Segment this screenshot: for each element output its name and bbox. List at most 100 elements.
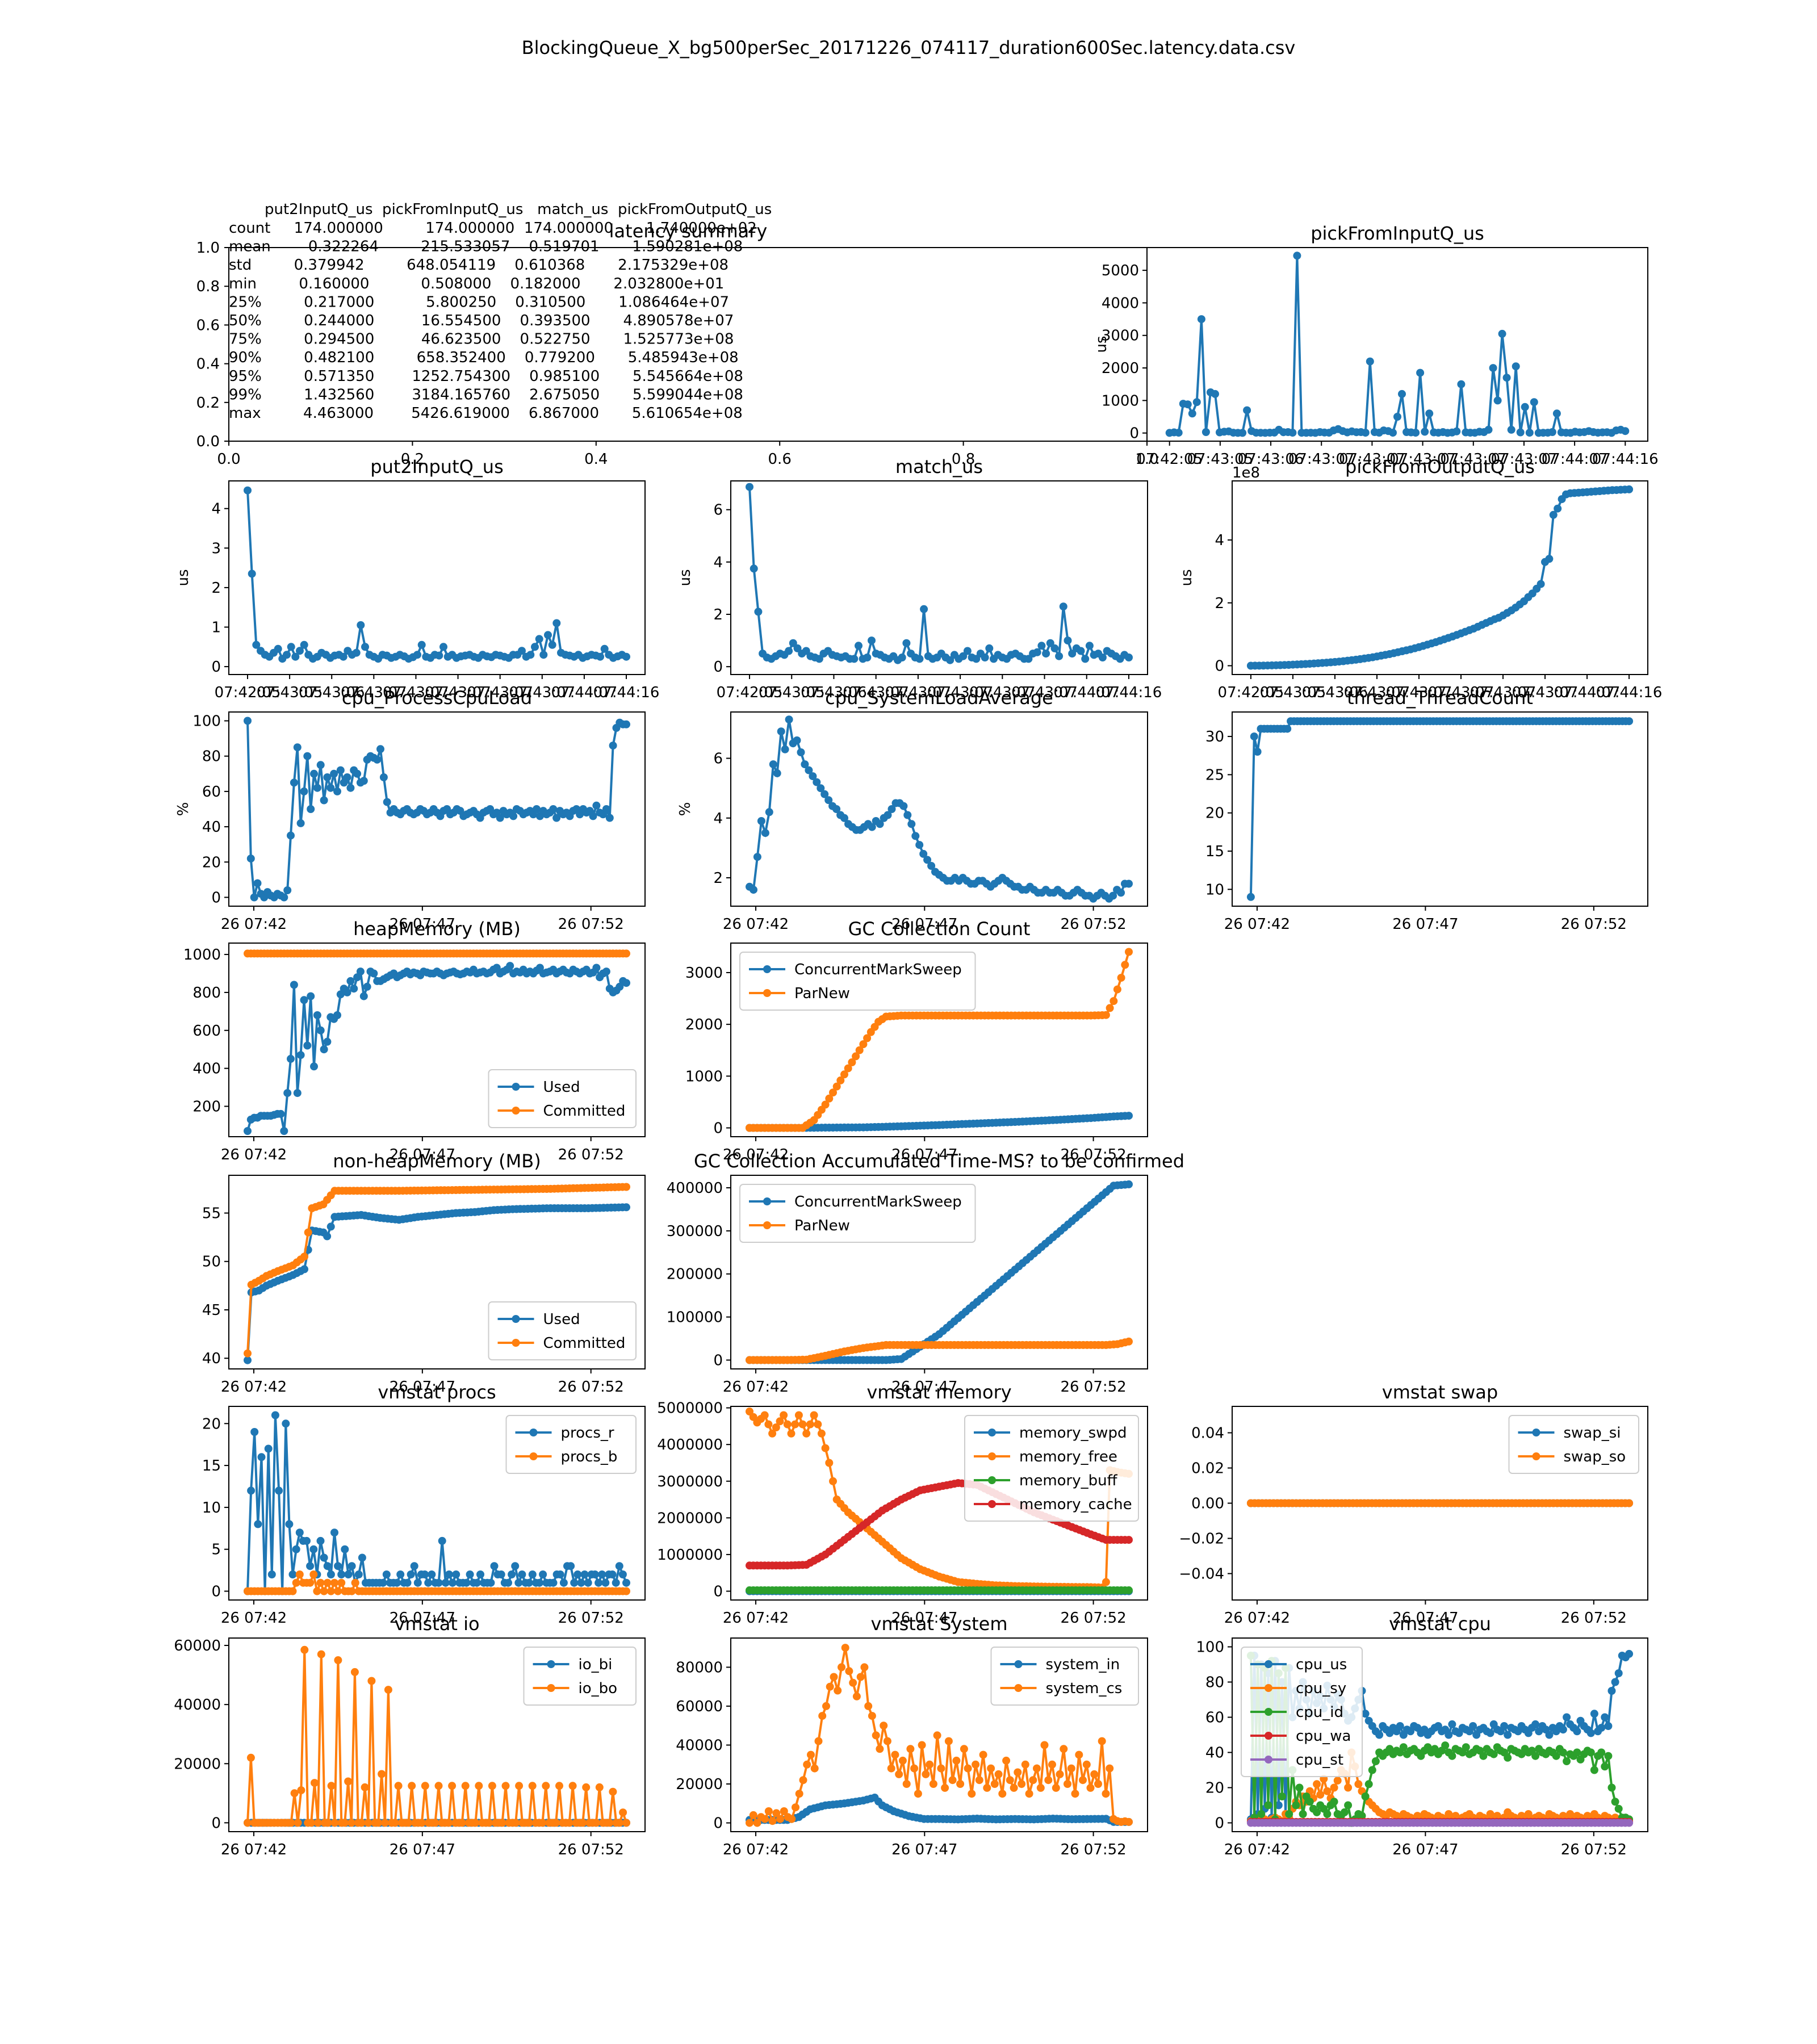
data-point bbox=[787, 1429, 796, 1438]
x-tick-label: 26 07:47 bbox=[1392, 916, 1458, 933]
data-point bbox=[1313, 1808, 1321, 1816]
data-point bbox=[821, 1100, 830, 1109]
data-point bbox=[244, 717, 252, 725]
data-point bbox=[1044, 1776, 1053, 1785]
y-tick-label: 45 bbox=[202, 1302, 221, 1319]
data-point bbox=[765, 808, 773, 816]
chart-title: GC Collection Accumulated Time-MS? to be… bbox=[694, 1150, 1184, 1172]
data-point bbox=[592, 964, 601, 972]
x-tick-label: 07:43:05 bbox=[257, 684, 323, 701]
y-tick-label: 40000 bbox=[676, 1737, 723, 1754]
data-point bbox=[1110, 997, 1118, 1006]
series-io_bo bbox=[244, 1645, 630, 1827]
series-cpuLoadAvg bbox=[746, 715, 1133, 903]
data-point bbox=[1525, 429, 1534, 437]
data-point bbox=[248, 569, 256, 578]
data-point bbox=[449, 1578, 457, 1587]
summary-x-tick-label: 0.6 bbox=[768, 451, 792, 468]
data-point bbox=[927, 862, 936, 870]
y-tick-label: 0 bbox=[211, 659, 221, 676]
y-tick-label: 2000 bbox=[685, 1016, 723, 1033]
data-point bbox=[294, 1819, 302, 1827]
x-tick-label: 07:43:07 bbox=[425, 684, 491, 701]
data-point bbox=[295, 1570, 304, 1578]
x-tick-label: 07:42:05 bbox=[1136, 451, 1203, 468]
data-point bbox=[602, 805, 610, 813]
y-tick-label: 5000 bbox=[1102, 262, 1139, 279]
data-point bbox=[1425, 409, 1434, 418]
data-point bbox=[518, 1570, 526, 1578]
data-point bbox=[275, 1486, 283, 1495]
data-point bbox=[776, 1815, 784, 1823]
data-point bbox=[826, 1682, 834, 1691]
series-procs_b bbox=[244, 1570, 630, 1595]
data-point bbox=[567, 1562, 575, 1570]
x-tick-label: 26 07:47 bbox=[390, 916, 455, 933]
data-point bbox=[840, 1070, 848, 1079]
data-point bbox=[822, 1702, 830, 1710]
y-tick-label: 60000 bbox=[174, 1637, 221, 1655]
y-tick-label: 5 bbox=[211, 1542, 221, 1559]
data-point bbox=[264, 1444, 273, 1453]
data-point bbox=[1361, 429, 1370, 437]
data-point bbox=[535, 635, 543, 643]
data-point bbox=[326, 1587, 335, 1595]
data-point bbox=[1601, 1762, 1609, 1771]
y-tick-label: 0.02 bbox=[1191, 1460, 1224, 1477]
data-point bbox=[825, 1094, 834, 1103]
data-point bbox=[1586, 1729, 1595, 1737]
data-point bbox=[803, 1760, 811, 1769]
data-point bbox=[316, 1026, 325, 1034]
y-tick-label: 2000000 bbox=[657, 1510, 723, 1527]
data-point bbox=[608, 1570, 617, 1578]
data-point bbox=[772, 1809, 781, 1817]
y-tick-label: 3000 bbox=[685, 965, 723, 982]
data-point bbox=[1604, 1752, 1613, 1760]
data-point bbox=[313, 1587, 321, 1595]
data-point bbox=[287, 1054, 295, 1063]
chart-cpuProcess: cpu_ProcessCpuLoad 0 20 40 60 80 100% 26 07:42 2… bbox=[175, 687, 646, 933]
data-point bbox=[922, 1770, 930, 1778]
data-point bbox=[1548, 428, 1556, 436]
data-point bbox=[310, 1062, 318, 1071]
y-tick-label: 4000 bbox=[1102, 295, 1139, 312]
data-point bbox=[1094, 1780, 1102, 1788]
x-tick-label: 07:42:05 bbox=[1218, 684, 1284, 701]
y-tick-label: 400000 bbox=[667, 1180, 723, 1197]
legend-marker bbox=[988, 1452, 996, 1460]
y-tick-label: 1000 bbox=[685, 1068, 723, 1085]
data-point bbox=[832, 1082, 841, 1091]
legend-box bbox=[1241, 1647, 1363, 1777]
data-point bbox=[1563, 1713, 1571, 1722]
data-point bbox=[383, 798, 391, 806]
y-tick-label: −0.02 bbox=[1179, 1531, 1224, 1548]
data-point bbox=[282, 1419, 290, 1428]
x-tick-label: 26 07:52 bbox=[558, 1379, 624, 1396]
summary-panel: latency summary 0.0 0.2 0.4 0.6 0.8 1.0 0.00.… bbox=[196, 201, 1159, 468]
axes-frame bbox=[228, 943, 646, 1137]
x-tick-label: 26 07:47 bbox=[891, 916, 957, 933]
data-point bbox=[761, 829, 769, 837]
data-point bbox=[1498, 329, 1506, 338]
x-tick-label: 26 07:52 bbox=[1060, 1146, 1126, 1163]
axes-frame bbox=[1232, 480, 1648, 675]
data-point bbox=[1010, 1783, 1018, 1792]
data-point bbox=[334, 1587, 342, 1595]
legend-box bbox=[488, 1069, 637, 1128]
data-point bbox=[1586, 1748, 1595, 1757]
data-point bbox=[1366, 357, 1374, 366]
data-point bbox=[929, 1780, 937, 1788]
data-point bbox=[1625, 1499, 1634, 1507]
data-point bbox=[363, 982, 371, 991]
y-tick-label: 3 bbox=[211, 540, 221, 557]
data-point bbox=[1512, 362, 1520, 371]
summary-row: 90% 0.482100 658.352400 0.779200 5.48594… bbox=[229, 349, 739, 366]
data-point bbox=[296, 647, 304, 655]
data-point bbox=[343, 988, 351, 996]
data-point bbox=[1368, 1766, 1376, 1774]
chart-vmProcs: vmstat procs 0 5 10 15 20 26 07:42 26 07:47 26 0… bbox=[202, 1381, 646, 1627]
x-tick-label: 07:43:05 bbox=[759, 684, 825, 701]
data-point bbox=[622, 979, 630, 987]
data-point bbox=[485, 1819, 493, 1827]
chart-threadCount: thread_ThreadCount 10 15 20 25 30 26 07:42 26 0… bbox=[1205, 687, 1648, 933]
